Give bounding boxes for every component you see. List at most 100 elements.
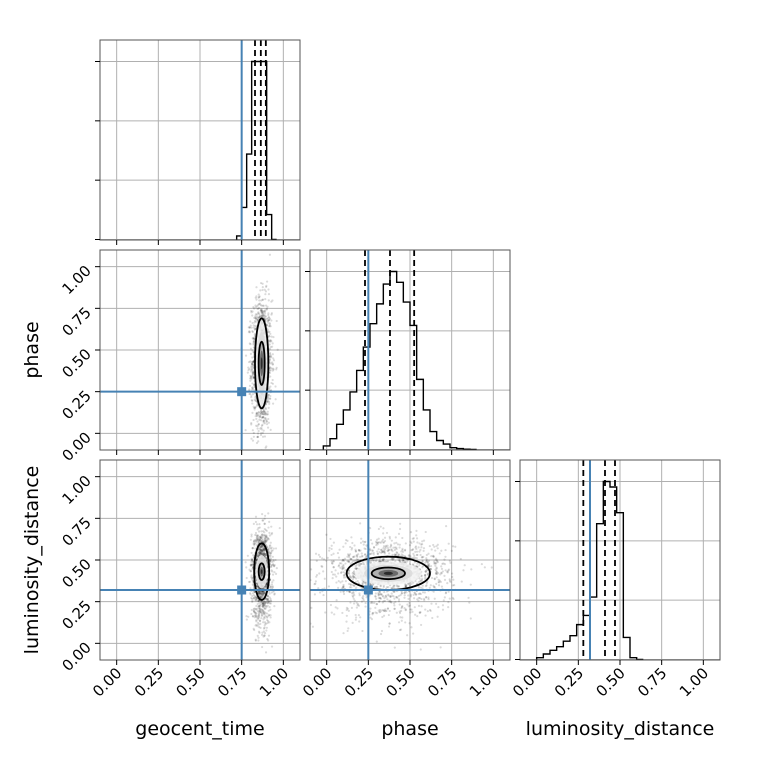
scatter-point — [261, 431, 264, 435]
scatter-point — [267, 634, 271, 637]
scatter-point — [262, 530, 265, 533]
scatter-point — [266, 398, 269, 401]
scatter-point — [248, 330, 251, 333]
scatter-point — [365, 544, 368, 547]
scatter-points — [310, 522, 493, 651]
scatter-point — [389, 543, 393, 546]
scatter-point — [253, 596, 256, 599]
scatter-point — [403, 591, 406, 594]
scatter-point — [250, 563, 253, 567]
scatter-point — [262, 605, 265, 608]
scatter-point — [374, 606, 377, 609]
scatter-point — [436, 543, 439, 546]
scatter-point — [349, 553, 352, 556]
scatter-point — [263, 422, 266, 425]
scatter-point — [446, 570, 449, 573]
scatter-point — [257, 293, 260, 296]
scatter-point — [415, 565, 418, 568]
scatter-point — [262, 612, 265, 615]
scatter-point — [254, 598, 257, 601]
scatter-point — [248, 384, 252, 387]
scatter-point — [254, 324, 257, 327]
scatter-point — [265, 583, 268, 586]
scatter-point — [351, 561, 354, 564]
scatter-point — [254, 515, 258, 518]
scatter-point — [261, 415, 265, 419]
scatter-point — [251, 387, 255, 391]
scatter-point — [357, 562, 361, 566]
scatter-point — [445, 525, 448, 528]
scatter-point — [254, 399, 257, 402]
scatter-point — [350, 536, 353, 539]
scatter-point — [266, 615, 269, 618]
scatter-point — [245, 618, 248, 621]
scatter-point — [250, 560, 253, 563]
scatter-point — [268, 330, 271, 333]
scatter-point — [452, 598, 455, 601]
scatter-point — [268, 358, 271, 362]
scatter-point — [269, 345, 272, 349]
scatter-point — [259, 611, 262, 614]
scatter-point — [372, 559, 375, 562]
scatter-point — [262, 314, 265, 317]
scatter-point — [259, 411, 262, 414]
scatter-point — [266, 594, 270, 598]
scatter-point — [355, 554, 359, 557]
scatter-point — [263, 613, 266, 616]
scatter-point — [249, 352, 252, 356]
scatter-point — [263, 600, 266, 603]
scatter-point — [369, 548, 372, 551]
scatter-point — [259, 550, 262, 553]
scatter-point — [392, 595, 395, 598]
scatter-point — [435, 545, 438, 548]
scatter-point — [253, 327, 257, 331]
scatter-point — [266, 612, 269, 615]
scatter-point — [252, 337, 255, 340]
scatter-point — [262, 621, 265, 624]
scatter-point — [401, 554, 405, 557]
scatter-point — [256, 552, 260, 555]
scatter-point — [390, 548, 393, 551]
scatter-point — [260, 612, 263, 615]
histogram-step — [322, 270, 477, 450]
scatter-point — [250, 366, 253, 369]
scatter-point — [357, 582, 360, 585]
scatter-point — [263, 410, 267, 413]
scatter-point — [250, 577, 254, 580]
scatter-point — [258, 553, 261, 556]
scatter-point — [441, 562, 444, 565]
scatter-point — [400, 619, 403, 622]
histogram-phase — [310, 250, 510, 450]
scatter-point — [252, 607, 255, 611]
scatter-point — [258, 604, 261, 608]
scatter-point — [258, 607, 262, 610]
scatter-point — [311, 625, 315, 628]
scatter-point — [322, 593, 325, 597]
scatter-point — [260, 593, 263, 596]
scatter-point — [267, 457, 269, 459]
scatter-point — [260, 315, 263, 318]
scatter-point — [269, 385, 272, 388]
scatter-point — [345, 614, 348, 617]
scatter-point — [340, 571, 343, 574]
scatter-point — [424, 530, 427, 534]
scatter-point — [348, 575, 351, 579]
scatter-point — [342, 583, 345, 587]
scatter-point — [393, 553, 396, 556]
scatter-point — [416, 598, 419, 601]
scatter-point — [261, 549, 264, 553]
scatter-point — [255, 298, 258, 301]
scatter-point — [259, 536, 262, 539]
scatter-point — [425, 560, 428, 563]
scatter-point — [261, 546, 264, 549]
scatter-point — [330, 611, 333, 614]
scatter-point — [342, 576, 346, 579]
scatter-point — [339, 590, 342, 593]
scatter-point — [262, 545, 265, 548]
scatter-point — [259, 413, 262, 416]
scatter-point — [264, 541, 268, 544]
scatter-point — [449, 561, 452, 565]
scatter-point — [250, 378, 253, 381]
scatter-point — [267, 400, 270, 403]
scatter-point — [265, 308, 269, 311]
